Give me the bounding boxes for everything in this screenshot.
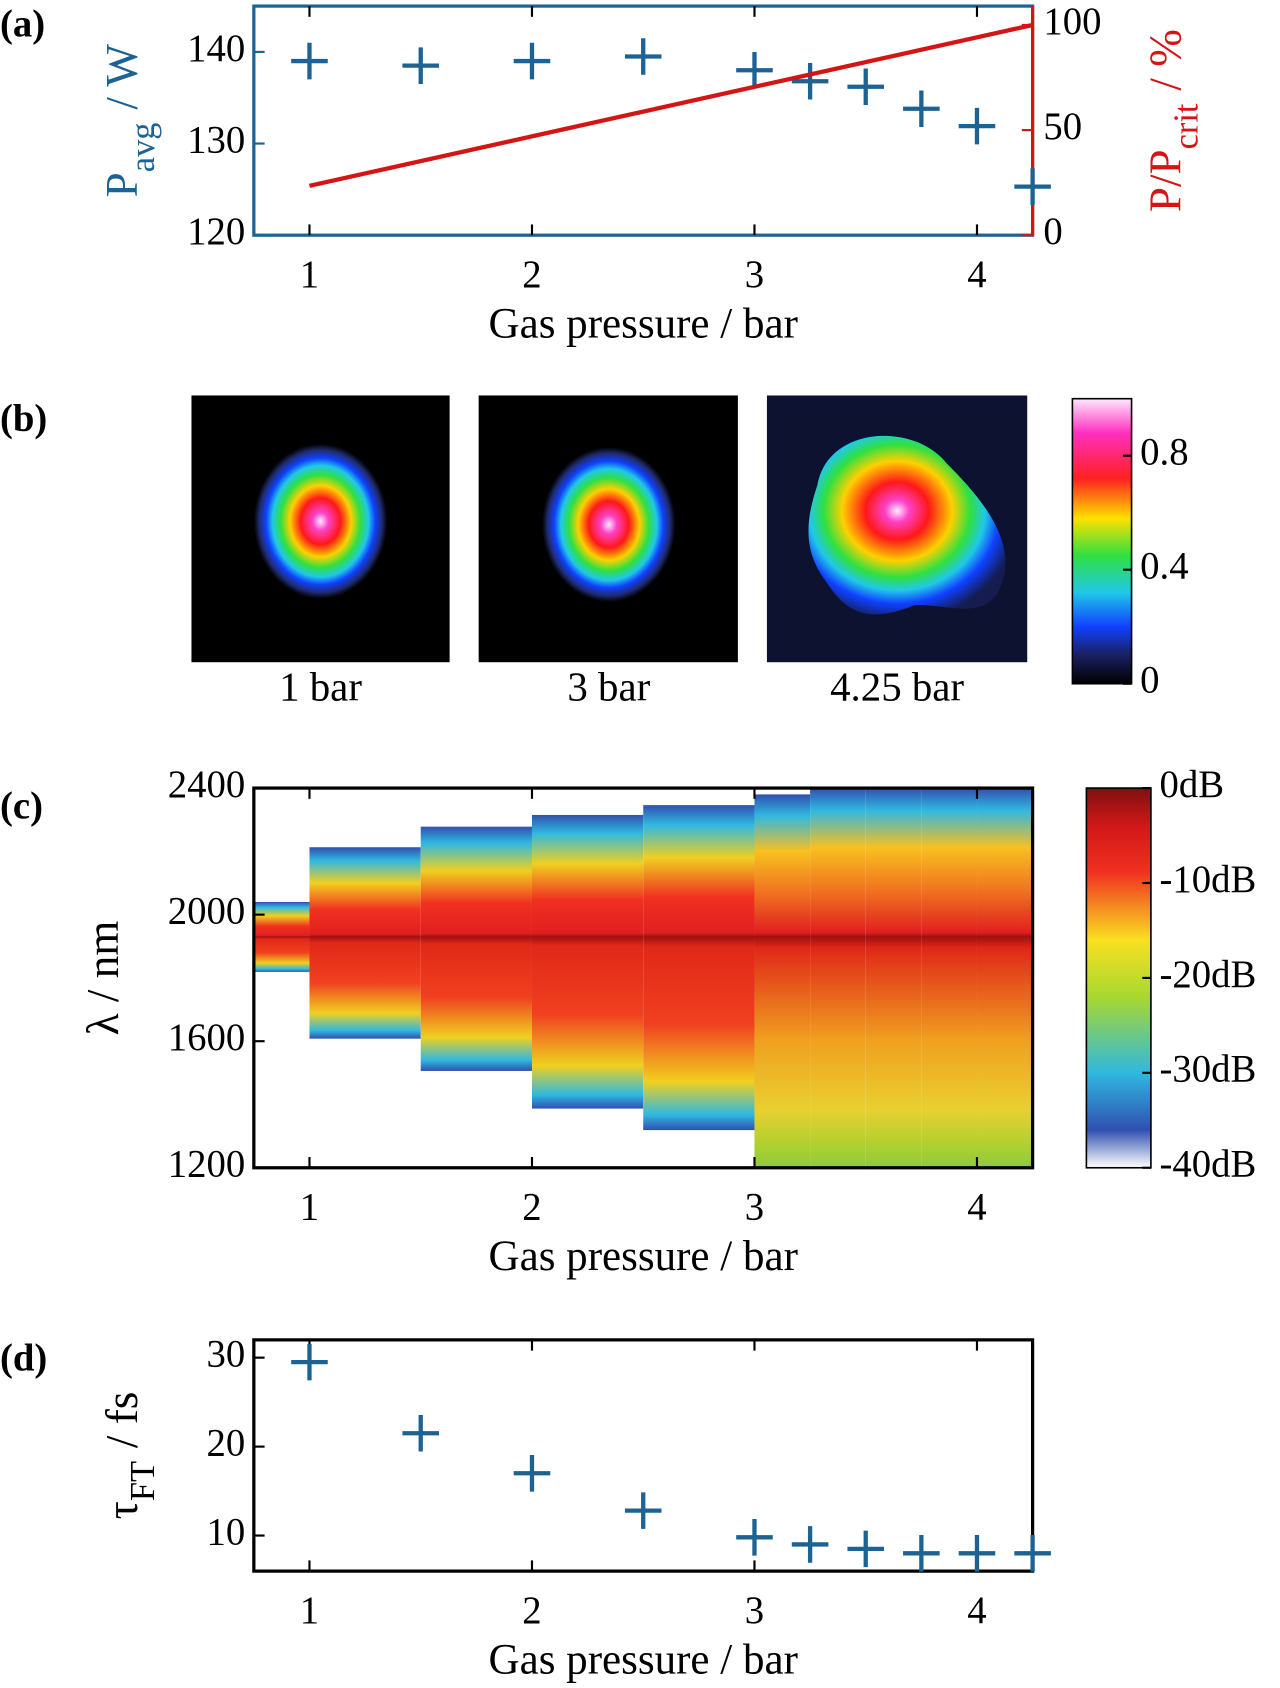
y-tick-label: 2400 (168, 763, 245, 806)
y-axis-label-unit: / fs (97, 1392, 147, 1448)
data-point (624, 1492, 662, 1529)
y-axis-label: λ / nm (78, 921, 128, 1036)
colorbar-tick-label: 0.8 (1140, 431, 1188, 474)
x-tick-label: 4 (967, 1589, 986, 1632)
image-caption: 4.25 bar (830, 665, 964, 710)
y-axis-label-unit: / W (97, 44, 147, 110)
data-point (736, 51, 773, 89)
image-caption: 3 bar (567, 665, 650, 710)
data-point (791, 1526, 829, 1563)
beam-images (191, 395, 1028, 663)
data-point (291, 1343, 328, 1381)
data-point (958, 1535, 996, 1572)
spectrum-column (865, 788, 922, 1168)
image-caption: 1 bar (279, 665, 362, 710)
panel-label: (b) (0, 397, 47, 440)
beam-profile (253, 443, 388, 599)
x-axis-label: Gas pressure / bar (489, 1637, 798, 1684)
x-tick-label: 2 (522, 1589, 541, 1632)
colorbar-tick-label: -20dB (1160, 953, 1257, 996)
y-axis-label-main: P/P (1141, 149, 1191, 212)
y-axis-label-sub: avg (124, 123, 162, 173)
colorbar-tick-label: 0dB (1160, 763, 1225, 806)
data-point (1014, 1535, 1051, 1572)
y-tick-label: 100 (1043, 0, 1101, 43)
data-point (847, 1530, 885, 1568)
panel-label: (a) (0, 2, 45, 45)
x-tick-label: 1 (300, 253, 319, 296)
spectrum-column (754, 794, 811, 1168)
spectrum-column (420, 826, 532, 1071)
spectrum-column (253, 901, 310, 972)
y-tick-label: 130 (187, 118, 245, 161)
colorbar (1085, 787, 1152, 1169)
x-tick-label: 3 (745, 253, 764, 296)
panel-label: (c) (0, 784, 43, 827)
beam-profile (542, 447, 676, 602)
y-tick-label: 1600 (168, 1016, 245, 1059)
y-axis-label: P/Pcrit / % (1141, 29, 1206, 212)
data-point (903, 1535, 940, 1572)
y-tick-label: 140 (187, 27, 245, 70)
y-axis-label-main: P (97, 172, 147, 197)
x-tick-label: 1 (300, 1186, 319, 1229)
beam-profile (808, 435, 1006, 615)
y-tick-label: 2000 (168, 890, 245, 933)
x-tick-label: 4 (967, 253, 986, 296)
x-tick-label: 3 (745, 1589, 764, 1632)
x-axis-label: Gas pressure / bar (489, 301, 798, 348)
y-tick-label: 50 (1043, 105, 1082, 148)
x-axis-label: Gas pressure / bar (489, 1233, 798, 1280)
y-tick-label: 0 (1043, 210, 1062, 253)
data-point (903, 90, 940, 128)
spectrum-column (921, 788, 977, 1168)
spectrum-column (976, 788, 1033, 1168)
x-tick-label: 2 (522, 253, 541, 296)
x-tick-label: 2 (522, 1186, 541, 1229)
data-point (847, 68, 885, 106)
y-axis-label: Pavg / W (97, 44, 162, 198)
data-point (513, 1455, 551, 1492)
y-axis-label-sub: crit (1167, 103, 1205, 149)
panel-label: (d) (0, 1336, 47, 1379)
y-tick-label: 20 (207, 1421, 246, 1464)
data-point (402, 1414, 440, 1452)
plot-frame (252, 1338, 1035, 1573)
y-tick-label: 30 (207, 1333, 246, 1376)
data-point (791, 62, 829, 100)
colorbar-tick-label: 0.4 (1140, 545, 1188, 588)
data-point (736, 1519, 773, 1556)
data-point (624, 38, 662, 75)
colorbar-tick-label: -30dB (1160, 1048, 1257, 1091)
data-point (513, 42, 551, 80)
spectrum-column (531, 814, 644, 1109)
x-tick-label: 3 (745, 1186, 764, 1229)
data-point (958, 107, 996, 145)
colorbar-tick-label: 0 (1140, 659, 1159, 702)
y-axis-label-main: τ (97, 1501, 147, 1519)
data-line (309, 22, 1034, 188)
data-point (1014, 168, 1051, 205)
y-tick-label: 120 (187, 210, 245, 253)
y-axis-label-unit: / % (1141, 29, 1191, 90)
data-point (291, 42, 328, 80)
colorbar (1071, 397, 1133, 685)
y-tick-label: 1200 (168, 1143, 245, 1186)
spectrum-column (643, 805, 755, 1131)
plot-frame (252, 786, 1035, 1170)
colorbar-tick-label: -10dB (1160, 858, 1257, 901)
colorbar-tick-label: -40dB (1160, 1143, 1257, 1186)
y-axis-label: τFT / fs (97, 1392, 162, 1520)
spectrum-column (309, 847, 421, 1039)
y-axis-label-sub: FT (124, 1461, 162, 1501)
x-tick-label: 4 (967, 1186, 986, 1229)
x-tick-label: 1 (300, 1589, 319, 1632)
spectrum-column (810, 788, 866, 1168)
data-point (402, 47, 440, 84)
y-tick-label: 10 (207, 1510, 246, 1553)
